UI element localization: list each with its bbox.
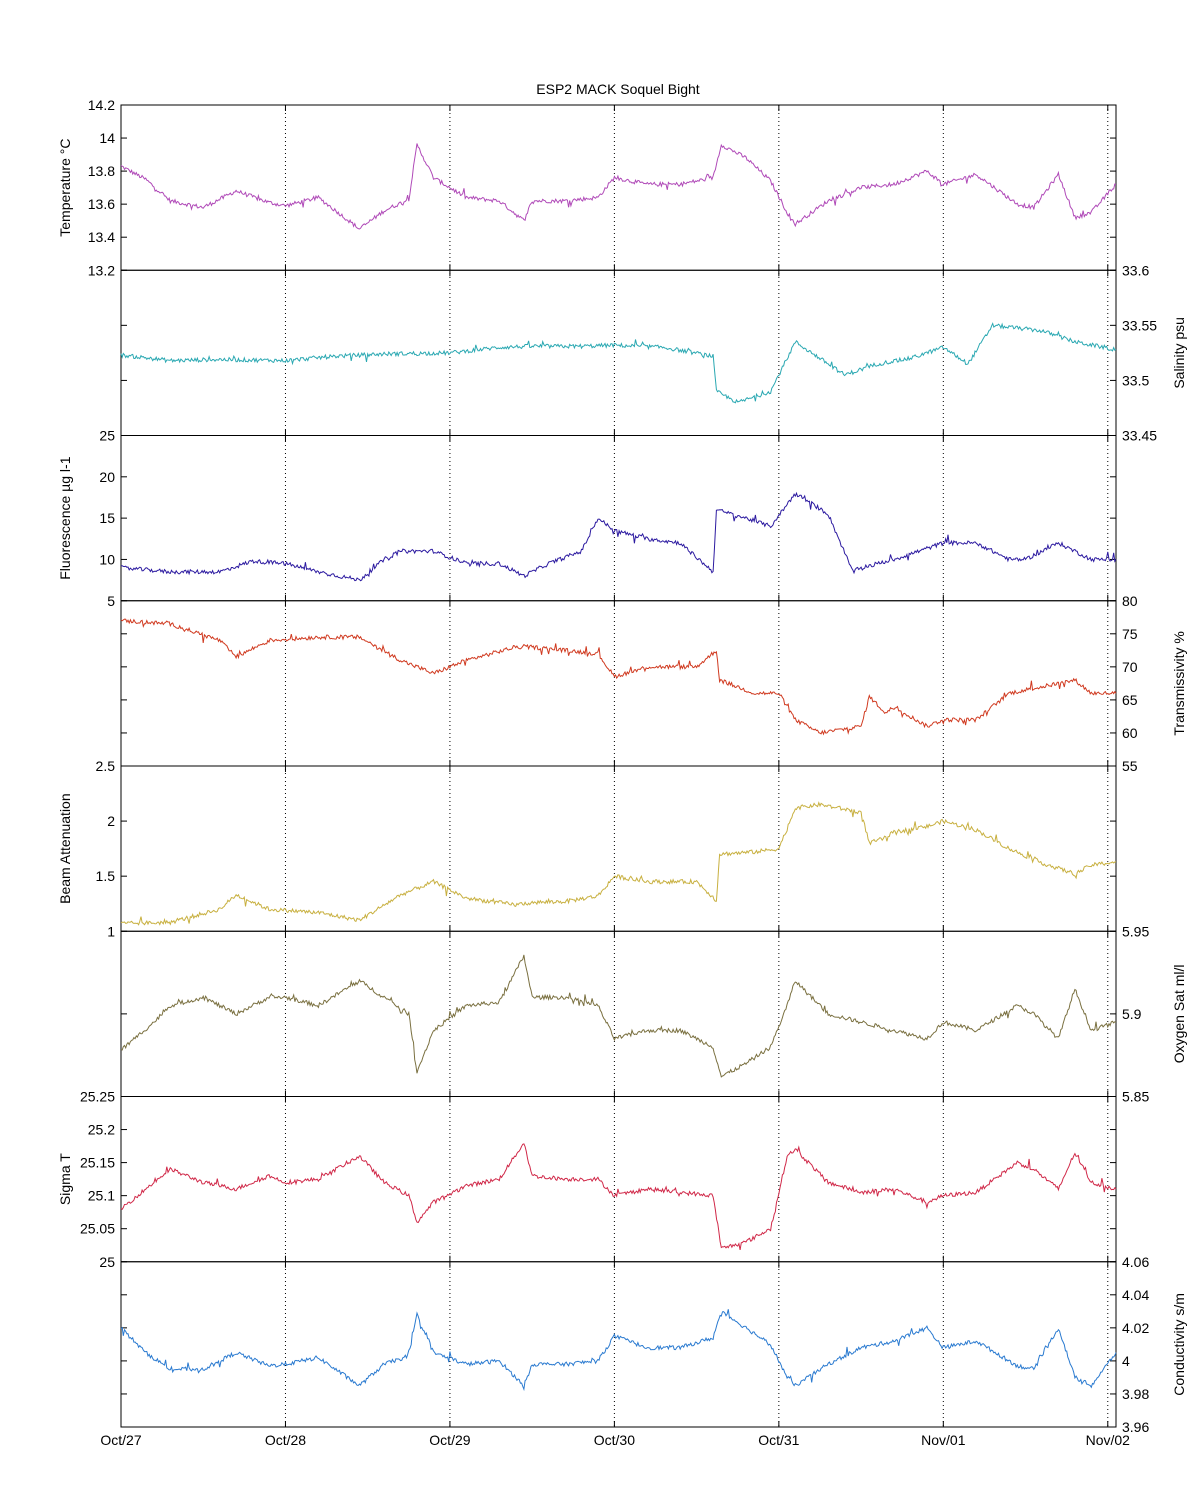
y-tick-label: 1 xyxy=(107,923,115,939)
y-axis-label: Sigma T xyxy=(57,1153,73,1205)
y-tick-label: 13.8 xyxy=(88,163,115,179)
y-tick-label: 20 xyxy=(99,469,115,485)
y-tick-label: 4.04 xyxy=(1122,1287,1149,1303)
y-tick-label: 33.45 xyxy=(1122,428,1157,444)
y-tick-label: 25.15 xyxy=(80,1155,115,1171)
y-tick-label: 5.9 xyxy=(1122,1006,1142,1022)
y-axis-label: Temperature °C xyxy=(57,139,73,237)
y-tick-label: 1.5 xyxy=(96,868,116,884)
y-tick-label: 25.25 xyxy=(80,1089,115,1105)
y-tick-label: 4.02 xyxy=(1122,1320,1149,1336)
y-tick-label: 15 xyxy=(99,510,115,526)
y-tick-label: 4.06 xyxy=(1122,1254,1149,1270)
y-axis-label: Fluorescence µg l-1 xyxy=(57,456,73,579)
y-tick-label: 60 xyxy=(1122,725,1138,741)
y-tick-label: 13.4 xyxy=(88,229,115,245)
y-tick-label: 13.2 xyxy=(88,262,115,278)
y-tick-label: 70 xyxy=(1122,659,1138,675)
x-tick-label: Oct/30 xyxy=(594,1432,635,1448)
y-tick-label: 5 xyxy=(107,593,115,609)
y-tick-label: 75 xyxy=(1122,626,1138,642)
y-tick-label: 10 xyxy=(99,551,115,567)
y-axis-label: Oxygen Sat ml/l xyxy=(1171,964,1187,1063)
y-tick-label: 25 xyxy=(99,428,115,444)
panel-frame xyxy=(120,600,1117,767)
series-line xyxy=(120,801,1117,926)
x-tick-label: Oct/28 xyxy=(265,1432,306,1448)
y-tick-label: 5.95 xyxy=(1122,923,1149,939)
y-tick-label: 2 xyxy=(107,813,115,829)
y-tick-label: 13.6 xyxy=(88,196,115,212)
y-tick-label: 3.96 xyxy=(1122,1419,1149,1435)
x-tick-label: Nov/01 xyxy=(921,1432,966,1448)
chart-title: ESP2 MACK Soquel Bight xyxy=(536,81,700,97)
panel-frame xyxy=(120,435,1117,602)
y-tick-label: 4 xyxy=(1122,1353,1130,1369)
y-tick-label: 14 xyxy=(99,130,115,146)
series-line xyxy=(120,618,1117,736)
series-line xyxy=(120,1309,1117,1392)
y-tick-label: 25.2 xyxy=(88,1122,115,1138)
x-tick-label: Nov/02 xyxy=(1086,1432,1131,1448)
panel-frame xyxy=(120,269,1117,436)
series-line xyxy=(120,491,1117,582)
series-line xyxy=(120,954,1117,1078)
panel-frame xyxy=(120,930,1117,1097)
panel-frame xyxy=(120,1261,1117,1428)
y-tick-label: 80 xyxy=(1122,593,1138,609)
y-tick-label: 33.55 xyxy=(1122,317,1157,333)
y-axis-label: Salinity psu xyxy=(1171,317,1187,389)
panel-frame xyxy=(120,1096,1117,1263)
series-line xyxy=(120,322,1117,404)
y-axis-label: Transmissivity % xyxy=(1171,631,1187,736)
panel-frame xyxy=(120,765,1117,932)
y-tick-label: 3.98 xyxy=(1122,1386,1149,1402)
x-tick-label: Oct/29 xyxy=(429,1432,470,1448)
y-axis-label: Conductivity s/m xyxy=(1171,1293,1187,1396)
y-tick-label: 5.85 xyxy=(1122,1089,1149,1105)
y-axis-label: Beam Attenuation xyxy=(57,793,73,904)
y-tick-label: 33.6 xyxy=(1122,262,1149,278)
y-tick-label: 55 xyxy=(1122,758,1138,774)
y-tick-label: 65 xyxy=(1122,692,1138,708)
y-tick-label: 2.5 xyxy=(96,758,116,774)
panel-frame xyxy=(120,104,1117,271)
y-tick-label: 14.2 xyxy=(88,97,115,113)
y-tick-label: 25.1 xyxy=(88,1188,115,1204)
x-tick-label: Oct/27 xyxy=(100,1432,141,1448)
x-tick-label: Oct/31 xyxy=(758,1432,799,1448)
y-tick-label: 25 xyxy=(99,1254,115,1270)
y-tick-label: 33.5 xyxy=(1122,372,1149,388)
series-line xyxy=(120,1143,1117,1250)
series-line xyxy=(120,143,1117,230)
y-tick-label: 25.05 xyxy=(80,1221,115,1237)
